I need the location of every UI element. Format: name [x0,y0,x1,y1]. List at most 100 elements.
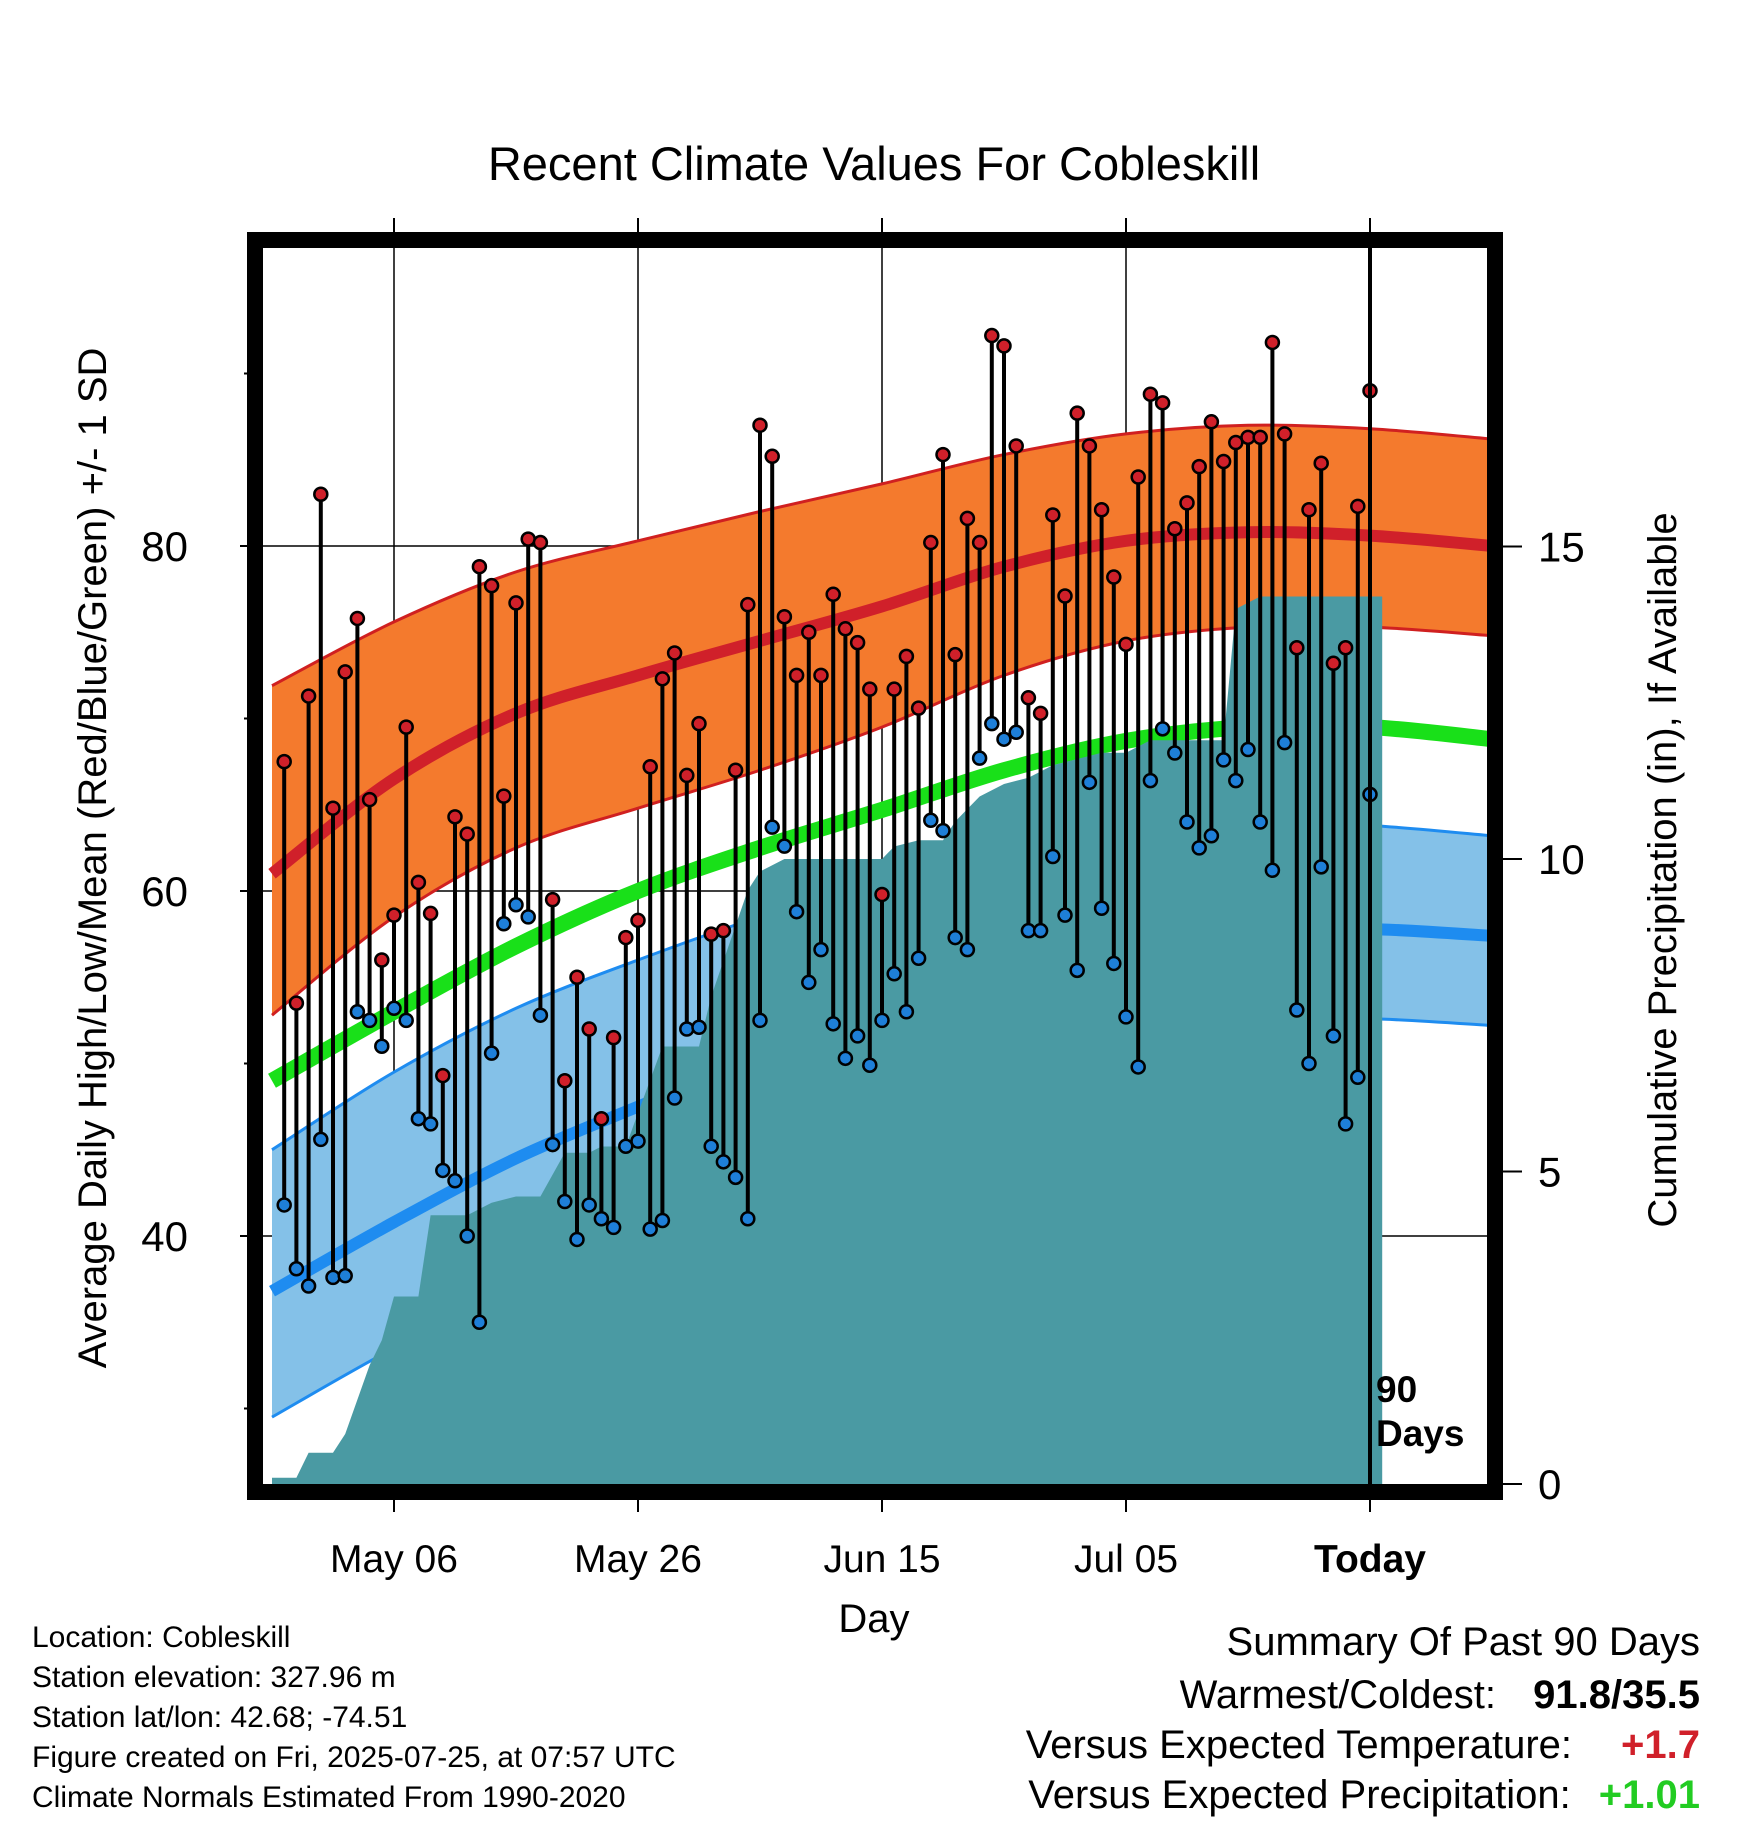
daily-low-point [874,1012,890,1029]
elevation-text: Station elevation: 327.96 m [32,1661,396,1694]
daily-high-point [1008,438,1024,454]
daily-high-point [1191,458,1207,475]
daily-low-point [435,1162,451,1179]
daily-high-point [410,874,427,891]
daily-low-point [483,1045,500,1061]
daily-high-point [337,664,353,680]
daily-low-point [813,941,829,958]
daily-high-point [581,1021,597,1037]
daily-high-point [483,577,500,594]
precip-departure-value: +1.01 [1598,1773,1700,1817]
y2-tick-label: 15 [1538,524,1585,571]
daily-low-point [593,1211,610,1227]
daily-high-point [1069,405,1085,421]
today-days-number: 90 [1376,1369,1417,1410]
daily-low-point [691,1019,707,1036]
daily-low-point [898,1004,915,1020]
y-tick-label: 80 [141,523,188,570]
daily-high-point [1252,429,1268,446]
daily-low-point [825,1016,841,1032]
daily-low-point [1252,814,1268,830]
daily-high-point [1179,495,1195,511]
daily-low-point [801,974,817,991]
daily-high-point [1045,507,1061,523]
daily-high-point [740,596,756,613]
daily-low-point [740,1211,756,1227]
daily-high-point [1203,414,1220,430]
daily-high-point [288,995,305,1011]
daily-high-point [374,952,390,968]
daily-low-point [849,1028,866,1044]
daily-high-point [1118,636,1134,653]
daily-high-point [1020,690,1037,706]
daily-high-point [996,338,1012,354]
normal-high-band [272,425,1488,1016]
daily-high-point [825,586,841,603]
daily-low-point [1289,1002,1305,1018]
daily-low-point [1313,859,1329,875]
daily-high-point [1215,453,1232,470]
daily-low-point [752,1012,768,1029]
daily-high-point [679,767,695,784]
daily-high-point [715,922,732,939]
x-tick-label: Jun 15 [823,1538,940,1581]
normals-text: Climate Normals Estimated From 1990-2020 [32,1781,626,1814]
daily-high-point [1081,438,1098,454]
daily-high-point [886,681,902,697]
daily-low-point [1057,907,1073,923]
daily-high-point [898,648,915,665]
daily-high-point [471,558,488,575]
daily-low-point [837,1050,854,1067]
daily-low-point [459,1228,475,1244]
daily-low-point [654,1212,671,1229]
daily-high-point [618,929,634,946]
daily-high-point [325,800,341,816]
daily-low-point [398,1012,414,1029]
daily-high-point [1276,426,1293,442]
station-info: Location: Cobleskill Station elevation: … [32,1618,676,1818]
daily-high-point [666,645,683,661]
plot-interior [262,246,1488,1486]
daily-low-point [1008,724,1024,741]
daily-high-point [1130,469,1146,485]
daily-low-point [727,1169,744,1186]
daily-low-point [703,1138,719,1155]
daily-low-point [1106,955,1122,972]
precip-departure-label: Versus Expected Precipitation: [1028,1773,1571,1817]
daily-high-point [1142,386,1159,402]
daily-high-point [862,681,878,697]
daily-low-point [520,909,536,925]
daily-high-point [313,486,329,502]
temp-departure-label: Versus Expected Temperature: [1025,1723,1572,1767]
x-tick-label: May 26 [574,1538,702,1581]
y-tick-label: 40 [141,1213,188,1260]
daily-high-point [776,608,793,625]
daily-low-point [666,1090,683,1106]
daily-low-point [1045,848,1061,865]
daily-low-point [764,819,780,835]
daily-low-point [630,1133,646,1149]
y2-tick-label: 10 [1538,836,1585,883]
daily-low-point [447,1173,463,1189]
daily-high-point [1301,502,1317,518]
y-tick-label: 60 [141,868,188,915]
daily-low-point [971,750,988,766]
precipitation-area [272,596,1383,1484]
daily-low-point [508,897,524,913]
daily-low-point [1093,900,1110,916]
daily-low-point [642,1221,658,1237]
daily-low-point [959,941,976,958]
daily-high-point [1313,455,1329,471]
daily-low-point [1179,814,1195,830]
daily-low-point [1240,741,1256,758]
y2-tick-label: 0 [1538,1461,1561,1508]
daily-high-point [923,534,939,551]
daily-low-point [422,1116,439,1132]
x-tick-label: Today [1314,1538,1426,1581]
daily-high-point [508,595,524,611]
y2-tick-label: 5 [1538,1149,1561,1196]
precip-departure-row: Versus Expected Precipitation: +1.01 [1026,1770,1700,1820]
daily-high-point [386,907,402,923]
daily-low-point [288,1261,305,1277]
daily-high-point [801,624,817,640]
